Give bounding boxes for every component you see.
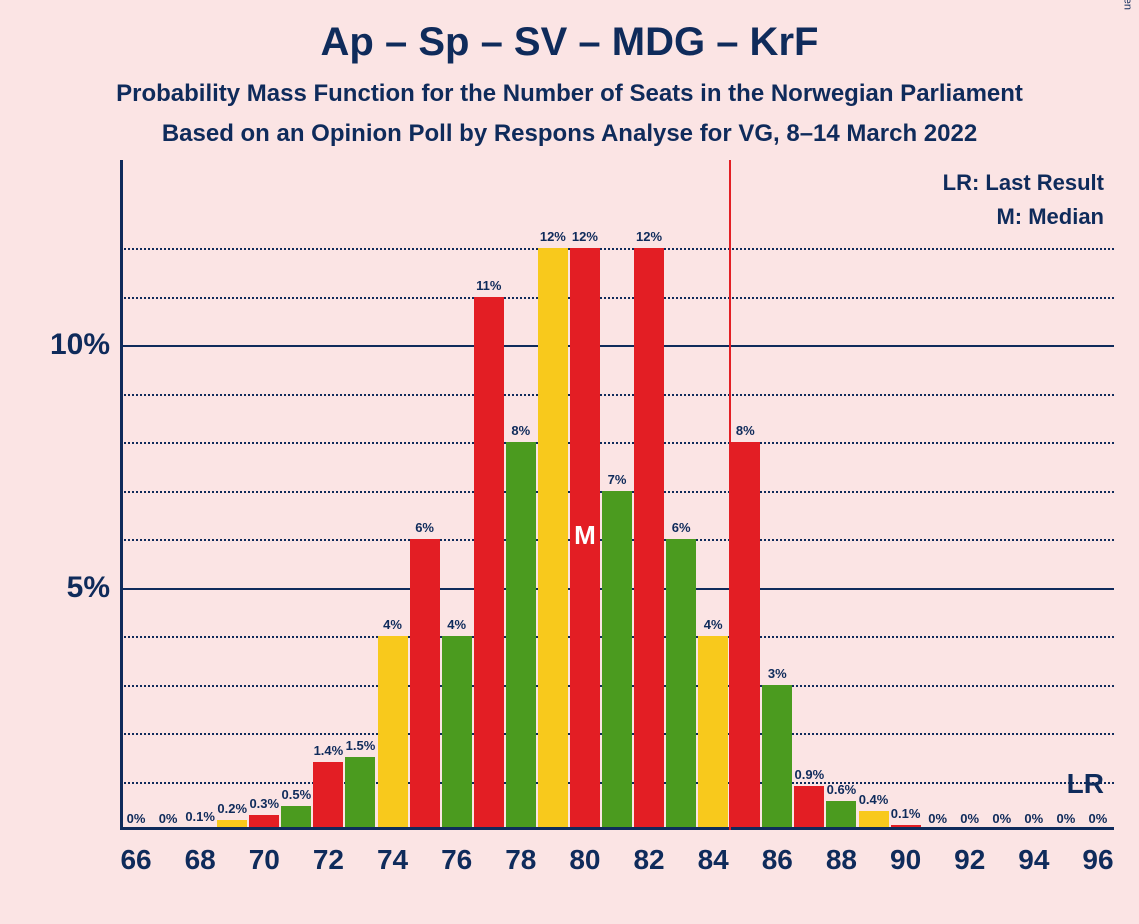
y-axis-label: 5%: [67, 571, 110, 605]
chart-title: Ap – Sp – SV – MDG – KrF: [0, 20, 1139, 65]
bar: [442, 636, 472, 830]
chart-subtitle-2: Based on an Opinion Poll by Respons Anal…: [0, 120, 1139, 148]
x-axis-label: 70: [234, 844, 294, 876]
x-axis-label: 84: [683, 844, 743, 876]
gridline: [120, 345, 1114, 347]
bar-value-label: 12%: [560, 229, 610, 244]
bar: [666, 539, 696, 830]
x-axis-label: 72: [298, 844, 358, 876]
legend: LR: Last Result M: Median: [943, 170, 1104, 230]
x-axis-label: 86: [747, 844, 807, 876]
gridline: [120, 442, 1114, 444]
bar-value-label: 12%: [624, 229, 674, 244]
x-axis-label: 96: [1068, 844, 1128, 876]
x-axis-label: 94: [1004, 844, 1064, 876]
legend-lr: LR: Last Result: [943, 170, 1104, 196]
gridline: [120, 297, 1114, 299]
bar: [538, 248, 568, 830]
lr-marker-line: [729, 160, 731, 830]
bar-value-label: 6%: [400, 520, 450, 535]
x-axis: [120, 827, 1114, 830]
gridline: [120, 394, 1114, 396]
x-axis-label: 66: [106, 844, 166, 876]
bar: [313, 762, 343, 830]
x-axis-label: 90: [876, 844, 936, 876]
bar: [730, 442, 760, 830]
bar-value-label: 11%: [464, 278, 514, 293]
bar: [634, 248, 664, 830]
bar: [698, 636, 728, 830]
bar-value-label: 6%: [656, 520, 706, 535]
bar-value-label: 0%: [1073, 811, 1123, 826]
bar: [506, 442, 536, 830]
copyright-text: © 2025 Filip van Laenen: [1121, 0, 1133, 10]
lr-label: LR: [1067, 768, 1104, 800]
legend-median: M: Median: [943, 204, 1104, 230]
x-axis-label: 80: [555, 844, 615, 876]
bar: [378, 636, 408, 830]
y-axis-label: 10%: [50, 328, 110, 362]
bar-value-label: 0.4%: [849, 792, 899, 807]
x-axis-label: 74: [363, 844, 423, 876]
y-axis: [120, 160, 123, 830]
x-axis-label: 92: [940, 844, 1000, 876]
bar-value-label: 3%: [752, 666, 802, 681]
bar: [474, 297, 504, 830]
x-axis-label: 76: [427, 844, 487, 876]
bar-value-label: 8%: [720, 423, 770, 438]
bar: [345, 757, 375, 830]
x-axis-label: 82: [619, 844, 679, 876]
x-axis-label: 68: [170, 844, 230, 876]
chart-plot-area: 0%0%0.1%0.2%0.3%0.5%1.4%1.5%4%6%4%11%8%1…: [120, 200, 1114, 830]
median-label: M: [565, 520, 605, 551]
bar-value-label: 0.9%: [784, 767, 834, 782]
bar: [762, 685, 792, 830]
bar: [410, 539, 440, 830]
x-axis-label: 88: [811, 844, 871, 876]
x-axis-label: 78: [491, 844, 551, 876]
bar: [602, 491, 632, 830]
gridline: [120, 248, 1114, 250]
chart-subtitle-1: Probability Mass Function for the Number…: [0, 80, 1139, 108]
